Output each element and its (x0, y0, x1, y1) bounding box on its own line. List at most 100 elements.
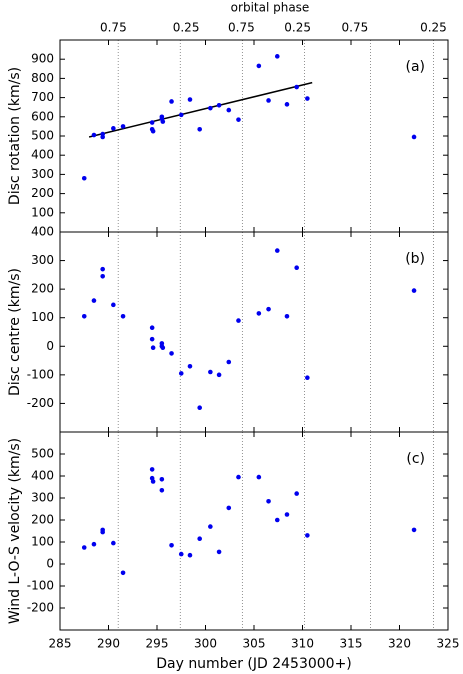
x-tick-label: 310 (291, 637, 314, 651)
data-point (216, 372, 222, 378)
x-tick-label: 295 (146, 637, 169, 651)
data-point (294, 265, 299, 271)
data-point (216, 102, 222, 108)
data-point (120, 313, 126, 319)
data-point (208, 369, 213, 375)
y-tick-label: 600 (31, 109, 54, 123)
fit-line (88, 81, 313, 138)
data-point (91, 298, 97, 303)
x-tick-label: 290 (97, 637, 120, 651)
top-tick-label: 0.75 (100, 21, 127, 35)
top-tick-label: 0.75 (228, 21, 255, 35)
data-point (226, 359, 232, 365)
data-point (91, 132, 97, 138)
data-point (274, 248, 280, 253)
data-point (120, 124, 126, 129)
data-point (208, 524, 213, 529)
data-point (149, 325, 155, 331)
data-point (294, 84, 299, 90)
data-point (236, 117, 241, 122)
top-tick-label: 0.25 (420, 21, 447, 35)
data-point (178, 551, 184, 557)
data-point (256, 63, 262, 69)
data-point (178, 371, 184, 376)
data-point (149, 120, 155, 125)
y-tick-label: -100 (27, 367, 54, 381)
data-point (120, 570, 126, 576)
data-point (150, 345, 156, 351)
y-tick-label: 300 (31, 253, 54, 267)
data-point (226, 107, 232, 113)
data-point (81, 545, 87, 550)
x-tick-label: 285 (49, 637, 72, 651)
data-point (411, 288, 417, 293)
top-axis-label: orbital phase (231, 1, 310, 15)
data-point (159, 477, 165, 482)
data-point (305, 375, 310, 381)
data-point (216, 549, 222, 555)
top-tick-label: 0.25 (284, 21, 311, 35)
data-point (81, 175, 87, 181)
data-point (160, 345, 166, 351)
data-point (305, 533, 310, 538)
data-point (256, 311, 262, 316)
y-tick-label: 300 (31, 491, 54, 505)
data-point (169, 351, 174, 356)
data-point (187, 363, 193, 369)
y-tick-label: 400 (31, 148, 54, 162)
data-point (266, 306, 271, 312)
data-point (256, 474, 262, 480)
y-tick-label: 200 (31, 186, 54, 200)
data-point (100, 273, 105, 279)
y-tick-label: -100 (27, 579, 54, 593)
data-point (266, 499, 271, 504)
data-point (149, 467, 155, 472)
data-point (187, 97, 193, 102)
y-tick-label: 200 (31, 513, 54, 527)
data-point (160, 119, 166, 124)
data-point (208, 105, 213, 111)
data-point (100, 266, 105, 272)
y-tick-label: 400 (31, 469, 54, 483)
data-point (294, 491, 299, 496)
y-tick-label: 200 (31, 282, 54, 296)
y-tick-label: 500 (31, 129, 54, 143)
data-point (284, 512, 290, 517)
y-tick-label: 100 (31, 310, 54, 324)
data-point (266, 98, 271, 103)
data-point (197, 126, 202, 132)
y-tick-label: 900 (31, 52, 54, 66)
data-point (150, 128, 156, 134)
data-point (197, 405, 202, 411)
x-tick-label: 305 (243, 637, 266, 651)
data-point (159, 488, 165, 493)
x-tick-label: 325 (437, 637, 460, 651)
y-tick-label: 800 (31, 71, 54, 85)
y-tick-label: 400 (31, 225, 54, 239)
data-point (274, 517, 280, 523)
data-point (100, 529, 105, 535)
data-point (81, 313, 87, 319)
y-tick-label: 500 (31, 447, 54, 461)
data-point (111, 126, 116, 131)
data-point (169, 99, 174, 104)
y-tick-label: -200 (27, 396, 54, 410)
data-point (187, 552, 193, 558)
data-point (149, 336, 155, 342)
y-tick-label: 300 (31, 167, 54, 181)
data-point (197, 536, 202, 541)
y-tick-label: 100 (31, 535, 54, 549)
y-tick-label: 100 (31, 205, 54, 219)
y-axis-label: Wind L-O-S velocity (km/s) (7, 438, 23, 624)
data-point (169, 543, 174, 548)
y-axis-label: Disc rotation (km/s) (7, 67, 23, 205)
y-tick-label: -200 (27, 601, 54, 615)
data-point (411, 527, 417, 533)
data-point (411, 134, 417, 140)
data-point (284, 313, 290, 319)
top-tick-label: 0.25 (173, 21, 200, 35)
data-point (236, 474, 241, 480)
panel-label: (a) (405, 59, 425, 75)
panel-label: (c) (406, 451, 425, 467)
